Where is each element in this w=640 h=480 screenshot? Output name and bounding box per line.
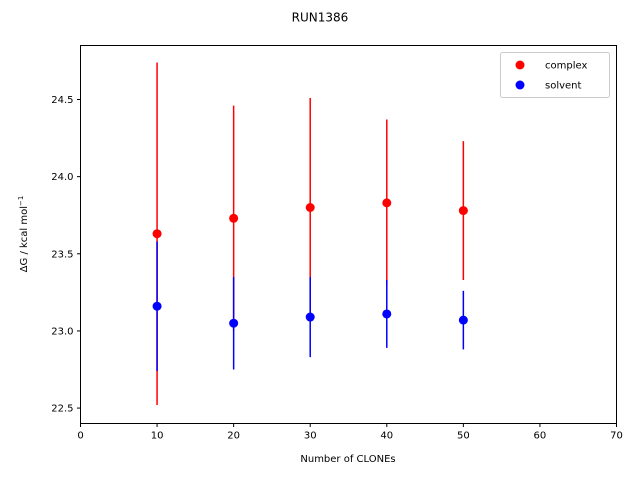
point-complex: [305, 203, 315, 212]
y-axis-label-sup: −1: [17, 196, 25, 206]
point-solvent: [305, 312, 315, 322]
x-tick-label: 50: [457, 431, 470, 442]
x-tick-label: 40: [380, 431, 393, 442]
legend-marker-solvent: [515, 80, 525, 90]
chart-title: RUN1386: [292, 11, 349, 25]
x-tick-label: 60: [534, 431, 547, 442]
x-axis-label: Number of CLONEs: [300, 454, 395, 465]
point-solvent: [229, 318, 239, 328]
plot-frame: [80, 45, 617, 424]
point-solvent: [152, 301, 162, 311]
y-tick-label: 24.5: [51, 95, 73, 106]
point-complex: [458, 206, 468, 216]
point-complex: [229, 213, 239, 223]
x-tick-label: 10: [151, 431, 164, 442]
errorbars: [156, 62, 465, 405]
plot-area: [80, 45, 617, 424]
point-complex: [152, 229, 162, 239]
legend-frame: [500, 52, 610, 98]
point-complex: [382, 198, 392, 208]
y-tick-label: 24.0: [51, 172, 73, 183]
legend-label-solvent: solvent: [545, 81, 582, 92]
legend: complex solvent: [500, 52, 610, 98]
point-solvent: [382, 309, 392, 319]
y-tick-label: 22.5: [51, 404, 73, 415]
y-axis-label-main: ΔG / kcal mol: [19, 206, 30, 272]
legend-label-complex: complex: [545, 61, 587, 72]
x-tick-label: 30: [304, 431, 317, 442]
x-tick-label: 0: [77, 431, 83, 442]
y-axis-label: ΔG / kcal mol−1: [17, 196, 30, 273]
y-tick-label: 23.0: [51, 326, 73, 337]
point-solvent: [458, 315, 468, 325]
y-axis: 22.5 23.0 23.5 24.0 24.5: [51, 95, 81, 415]
y-tick-label: 23.5: [51, 249, 73, 260]
legend-marker-complex: [515, 60, 525, 70]
x-tick-label: 70: [610, 431, 623, 442]
x-tick-label: 20: [227, 431, 240, 442]
data-points: [152, 198, 468, 328]
x-axis: 0 10 20 30 40 50 60 70: [77, 423, 623, 442]
